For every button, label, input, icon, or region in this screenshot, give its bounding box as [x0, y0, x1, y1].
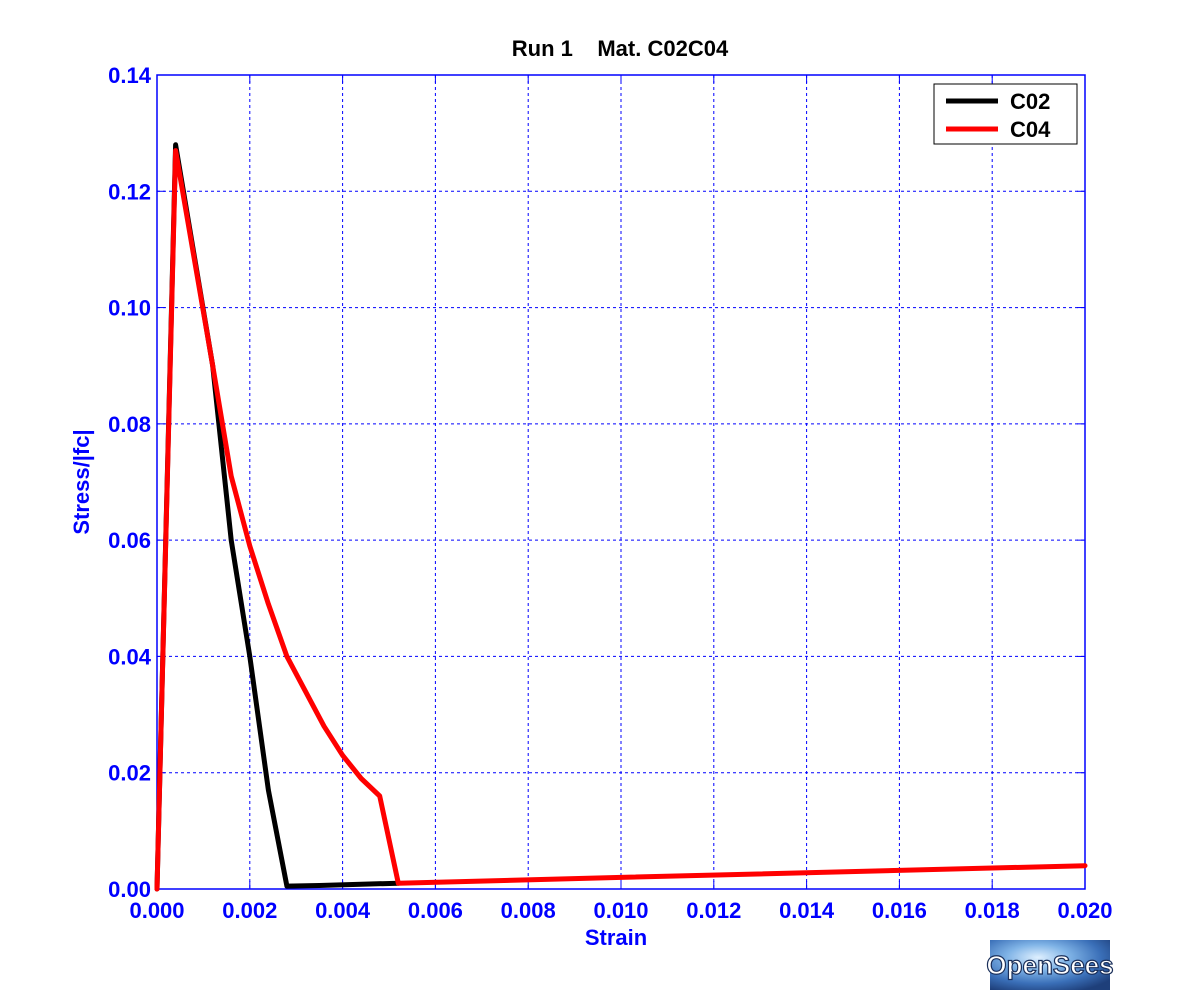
- grid: [157, 75, 1085, 889]
- series-line-c04: [154, 148, 1088, 892]
- x-tick-label: 0.014: [779, 898, 835, 923]
- x-axis-label: Strain: [585, 925, 647, 950]
- x-tick-label: 0.004: [315, 898, 371, 923]
- x-tick-label: 0.020: [1057, 898, 1112, 923]
- logo-text: OpenSees: [986, 950, 1113, 980]
- logo-background: [990, 940, 1110, 990]
- axes: 0.000 0.002 0.004 0.006 0.008 0.010 0.012 0.014…: [108, 63, 1112, 923]
- x-tick-label: 0.006: [408, 898, 463, 923]
- y-tick-label: 0.06: [108, 528, 151, 553]
- plot-frame: [156, 74, 1086, 890]
- y-tick-label: 0.10: [108, 296, 151, 321]
- y-tick-label: 0.04: [108, 644, 152, 669]
- x-tick-label: 0.012: [686, 898, 741, 923]
- y-tick-label: 0.02: [108, 761, 151, 786]
- x-tick-label: 0.002: [222, 898, 277, 923]
- y-tick-label: 0.12: [108, 179, 151, 204]
- plot-lines: [154, 142, 1088, 892]
- y-tick-label: 0.14: [108, 63, 152, 88]
- legend-box: [933, 83, 1078, 145]
- legend-label-c02: C02: [1010, 89, 1050, 114]
- x-tick-label: 0.018: [965, 898, 1020, 923]
- y-axis-label: Stress/|fc|: [69, 429, 94, 534]
- y-tick-label: 0.08: [108, 412, 151, 437]
- legend: C02C04: [933, 83, 1078, 145]
- x-tick-label: 0.016: [872, 898, 927, 923]
- x-tick-label: 0.000: [129, 898, 184, 923]
- legend-label-c04: C04: [1010, 117, 1051, 142]
- chart-title: Run 1 Mat. C02C04: [512, 36, 729, 61]
- y-tick-label: 0.00: [108, 877, 151, 902]
- x-tick-label: 0.008: [501, 898, 556, 923]
- opensees-logo: OpenSees: [986, 940, 1114, 990]
- x-tick-label: 0.010: [593, 898, 648, 923]
